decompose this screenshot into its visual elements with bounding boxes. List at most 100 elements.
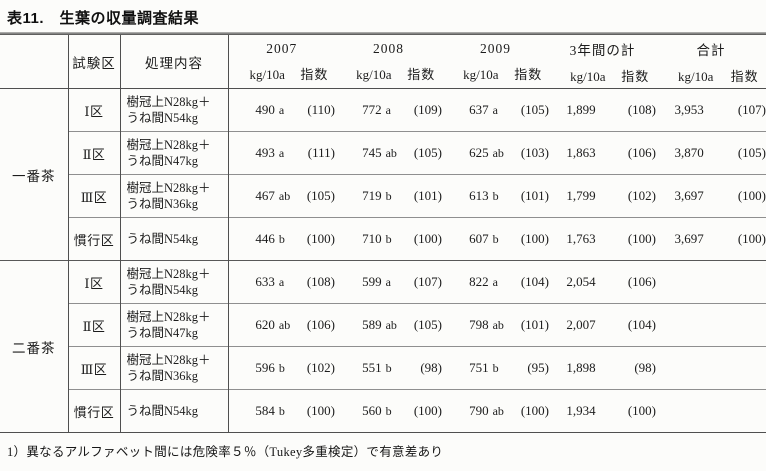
- significance-letter: b: [278, 232, 285, 246]
- yield-value: 633: [255, 274, 275, 289]
- data-cell-2007: 467 ab (105): [228, 174, 335, 218]
- data-cell-2007: 493 a (111): [228, 131, 335, 175]
- significance-letter: b: [492, 361, 499, 375]
- table-row: Ⅱ区 樹冠上N28kg＋ うね間N47kg 620 ab (106) 589 ab (1…: [0, 303, 766, 347]
- index-value: (107): [737, 102, 766, 117]
- yield-value: 625: [469, 145, 489, 160]
- index-value: (108): [306, 274, 335, 289]
- year-label: 合計: [696, 43, 726, 58]
- header-year-2008: 2008 kg/10a 指数: [335, 35, 442, 89]
- yield-value: 589: [362, 317, 382, 332]
- significance-letter: a: [278, 103, 285, 117]
- treatment-cell: 樹冠上N28kg＋ うね間N54kg: [120, 260, 229, 304]
- index-value: (106): [627, 274, 656, 289]
- table-row: 二番茶 Ⅰ区 樹冠上N28kg＋ うね間N54kg 633 a (108) 599 a…: [0, 260, 766, 433]
- index-value: (103): [520, 145, 549, 160]
- data-cell-2009: 607 b (100): [442, 217, 549, 261]
- yield-value: 596: [255, 360, 275, 375]
- data-cell-grand-total: 3,870 (105): [656, 131, 766, 175]
- data-cell-grand-total: [656, 389, 766, 433]
- significance-letter: b: [278, 361, 285, 375]
- index-value: (100): [520, 403, 549, 418]
- significance-letter: b: [278, 404, 285, 418]
- table-row: Ⅲ区 樹冠上N28kg＋ うね間N36kg 467 ab (105) 719 b (10…: [0, 174, 766, 218]
- index-value: (102): [627, 188, 656, 203]
- table-row: Ⅲ区 樹冠上N28kg＋ うね間N36kg 596 b (102) 551 b (98)…: [0, 346, 766, 390]
- table-title: 表11. 生葉の収量調査結果: [7, 10, 200, 27]
- index-value: (98): [420, 360, 442, 375]
- data-cell-three-year-total: 2,054 (106): [549, 260, 656, 304]
- yield-value: 1,934: [566, 403, 596, 418]
- data-cell-grand-total: [656, 346, 766, 390]
- data-cell-2009: 798 ab (101): [442, 303, 549, 347]
- unit-kg10a: kg/10a: [677, 69, 714, 84]
- unit-index: 指数: [300, 67, 329, 82]
- treatment-cell: 樹冠上N28kg＋ うね間N47kg: [120, 303, 229, 347]
- data-cell-2008: 560 b (100): [335, 389, 442, 433]
- plot-cell: 慣行区: [68, 389, 121, 433]
- treatment-cell: 樹冠上N28kg＋ うね間N36kg: [120, 174, 229, 218]
- significance-letter: a: [492, 275, 498, 289]
- index-value: (100): [737, 188, 766, 203]
- index-value: (111): [307, 145, 335, 160]
- unit-index: 指数: [407, 67, 436, 82]
- yield-value: 798: [469, 317, 489, 332]
- data-cell-2007: 490 a (110): [228, 88, 335, 132]
- tea-group-label: 一番茶: [0, 88, 69, 261]
- index-value: (105): [520, 102, 549, 117]
- index-value: (104): [520, 274, 549, 289]
- index-value: (100): [520, 231, 549, 246]
- plot-cell: Ⅱ区: [68, 303, 121, 347]
- treatment-cell: 樹冠上N28kg＋ うね間N36kg: [120, 346, 229, 390]
- index-value: (107): [413, 274, 442, 289]
- plot-cell: Ⅱ区: [68, 131, 121, 175]
- index-value: (100): [737, 231, 766, 246]
- yield-value: 710: [362, 231, 382, 246]
- data-cell-grand-total: 3,697 (100): [656, 174, 766, 218]
- year-label: 3年間の計: [569, 43, 636, 58]
- index-value: (100): [306, 231, 335, 246]
- yield-value: 1,763: [566, 231, 596, 246]
- data-cell-2009: 625 ab (103): [442, 131, 549, 175]
- index-value: (102): [306, 360, 335, 375]
- yield-value: 490: [255, 102, 275, 117]
- header-year-2007: 2007 kg/10a 指数: [228, 35, 335, 89]
- yield-value: 613: [469, 188, 489, 203]
- significance-letter: b: [492, 189, 499, 203]
- index-value: (106): [627, 145, 656, 160]
- yield-value: 493: [255, 145, 275, 160]
- table-top-rule: [0, 32, 766, 35]
- header-group-cell: [0, 35, 69, 89]
- significance-letter: ab: [492, 318, 504, 332]
- significance-letter: a: [278, 146, 285, 160]
- footnote: 1）異なるアルファベット間には危険率５％（Tukey多重検定）で有意差あり: [7, 445, 444, 459]
- data-cell-grand-total: 3,697 (100): [656, 217, 766, 261]
- table-row: 一番茶 Ⅰ区 樹冠上N28kg＋ うね間N54kg 490 a (110) 772 a…: [0, 88, 766, 261]
- index-value: (105): [413, 145, 442, 160]
- yield-value: 719: [362, 188, 382, 203]
- significance-letter: ab: [492, 404, 504, 418]
- significance-letter: ab: [278, 189, 291, 203]
- header-year-2009: 2009 kg/10a 指数: [442, 35, 549, 89]
- index-value: (100): [627, 231, 656, 246]
- unit-kg10a: kg/10a: [570, 69, 606, 84]
- data-cell-2008: 772 a (109): [335, 88, 442, 132]
- index-value: (100): [413, 403, 442, 418]
- header-three-year-total: 3年間の計 kg/10a 指数: [549, 35, 656, 89]
- data-cell-2009: 637 a (105): [442, 88, 549, 132]
- significance-letter: a: [492, 103, 498, 117]
- treatment-cell: 樹冠上N28kg＋ うね間N54kg: [120, 88, 229, 132]
- yield-value: 2,007: [566, 317, 596, 332]
- year-label: 2008: [373, 41, 404, 56]
- significance-letter: a: [278, 275, 285, 289]
- index-value: (101): [413, 188, 442, 203]
- yield-value: 1,898: [566, 360, 596, 375]
- header-plot: 試験区: [68, 35, 121, 89]
- index-value: (100): [627, 403, 656, 418]
- significance-letter: b: [385, 404, 392, 418]
- data-cell-three-year-total: 1,898 (98): [549, 346, 656, 390]
- unit-kg10a: kg/10a: [463, 67, 499, 82]
- header-treatment: 処理内容: [120, 35, 229, 89]
- index-value: (108): [627, 102, 656, 117]
- unit-index: 指数: [730, 69, 759, 84]
